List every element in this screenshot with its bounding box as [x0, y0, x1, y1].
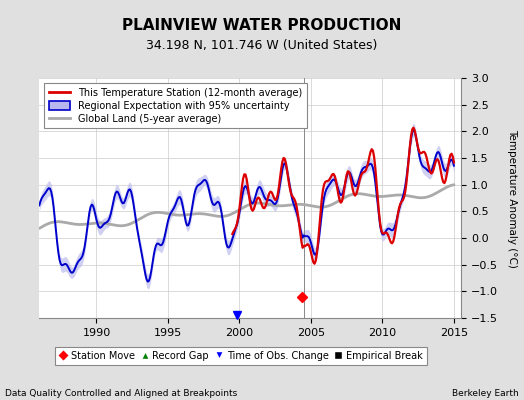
- Text: Data Quality Controlled and Aligned at Breakpoints: Data Quality Controlled and Aligned at B…: [5, 389, 237, 398]
- Text: 34.198 N, 101.746 W (United States): 34.198 N, 101.746 W (United States): [146, 40, 378, 52]
- Text: PLAINVIEW WATER PRODUCTION: PLAINVIEW WATER PRODUCTION: [122, 18, 402, 34]
- Text: Berkeley Earth: Berkeley Earth: [452, 389, 519, 398]
- Y-axis label: Temperature Anomaly (°C): Temperature Anomaly (°C): [507, 128, 517, 268]
- Legend: This Temperature Station (12-month average), Regional Expectation with 95% uncer: This Temperature Station (12-month avera…: [44, 83, 307, 128]
- Legend: Station Move, Record Gap, Time of Obs. Change, Empirical Break: Station Move, Record Gap, Time of Obs. C…: [56, 347, 427, 365]
